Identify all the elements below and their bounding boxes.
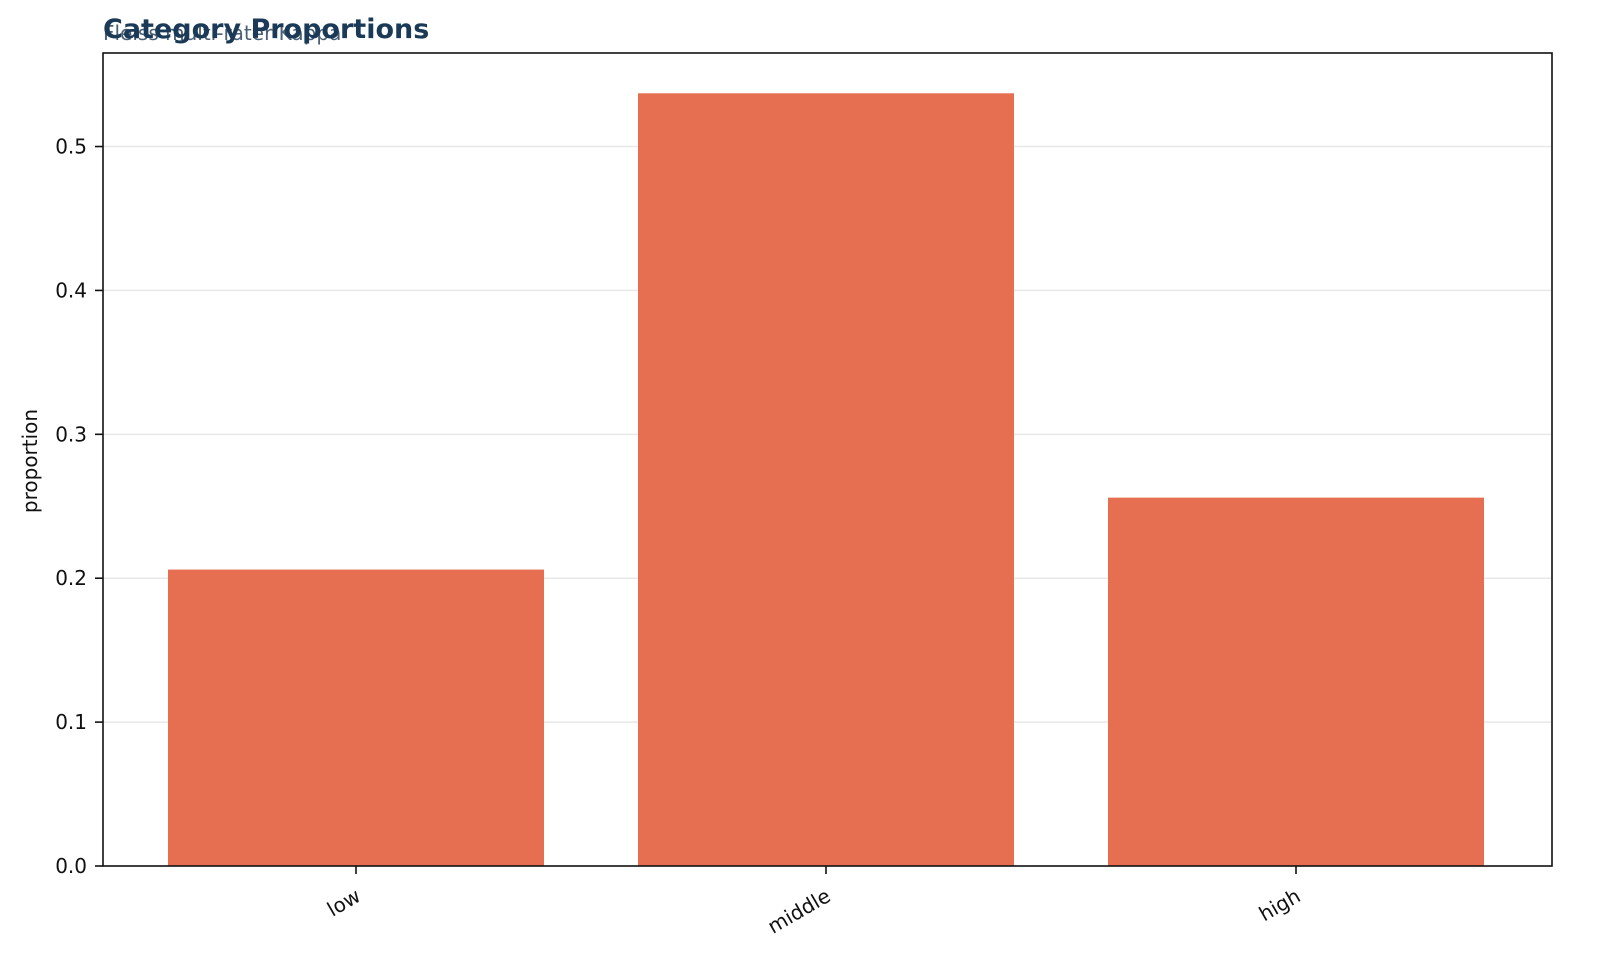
bar-middle <box>638 93 1014 866</box>
y-axis-ticks: 0.0 0.1 0.2 0.3 0.4 0.5 <box>55 135 103 878</box>
x-tick-label: middle <box>763 884 834 939</box>
y-tick-label: 0.1 <box>55 710 87 734</box>
y-tick-label: 0.4 <box>55 278 87 302</box>
bar-high <box>1108 497 1484 866</box>
y-tick-label: 0.0 <box>55 854 87 878</box>
chart-subtitle: Fleiss multi-rater Kappa <box>103 21 341 45</box>
chart-title: Category Proportions <box>103 14 429 45</box>
y-tick-label: 0.2 <box>55 566 87 590</box>
bars <box>168 93 1484 866</box>
x-tick-label: low <box>323 884 365 922</box>
y-axis-label: proportion <box>18 409 42 513</box>
x-axis-ticks: low middle high <box>323 866 1305 938</box>
y-tick-label: 0.5 <box>55 135 87 159</box>
plot-area-frame <box>102 52 1553 867</box>
x-tick-label: high <box>1255 884 1305 927</box>
y-tick-label: 0.3 <box>55 422 87 446</box>
bar-low <box>168 569 544 866</box>
